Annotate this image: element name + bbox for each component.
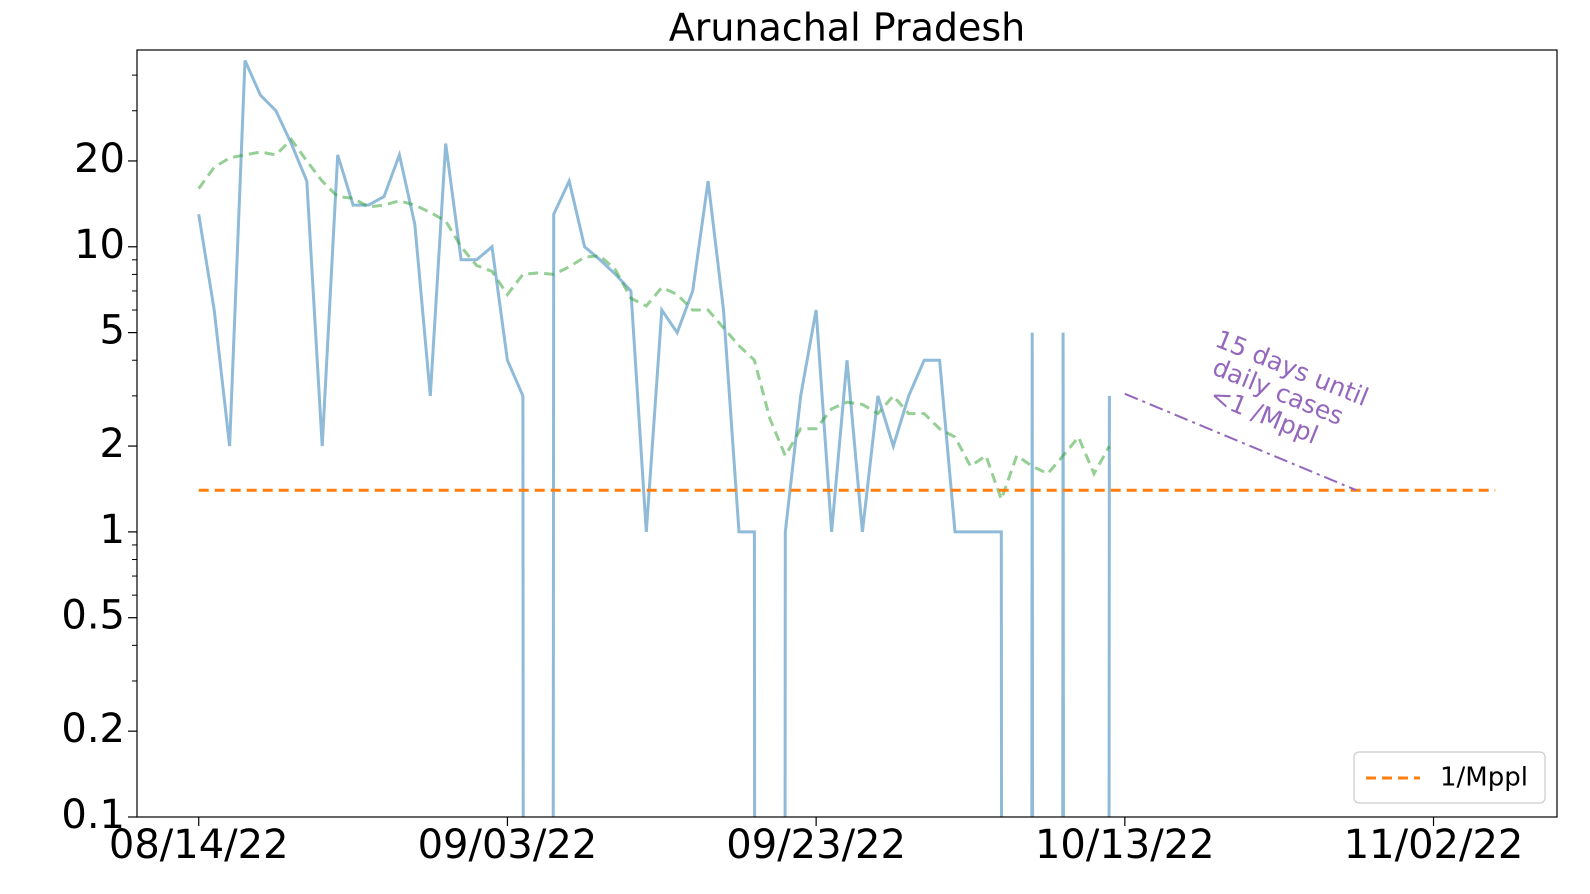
x-tick-label: 09/23/22 [726,822,906,868]
legend-box [1353,751,1546,804]
y-tick-label: 1 [100,507,125,553]
plot-area [197,59,1496,817]
annotation-line [1124,392,1357,492]
chart-title: Arunachal Pradesh [669,6,1026,50]
x-tick-label: 08/14/22 [109,822,289,868]
y-tick-label: 0.2 [61,706,125,752]
x-tick-label: 09/03/22 [418,822,598,868]
y-tick-label: 20 [74,136,125,182]
plot-frame [136,49,1558,818]
y-tick-label: 0.5 [61,593,125,639]
x-tick-label: 11/02/22 [1344,822,1524,868]
series-line [197,59,1111,817]
y-tick-label: 0.1 [61,792,125,838]
x-tick-label: 10/13/22 [1035,822,1215,868]
series-line [197,137,1111,504]
legend-label: 1/Mppl [1440,763,1528,793]
y-tick-label: 10 [74,222,125,268]
y-tick-label: 5 [100,308,125,354]
y-tick-label: 2 [100,421,125,467]
